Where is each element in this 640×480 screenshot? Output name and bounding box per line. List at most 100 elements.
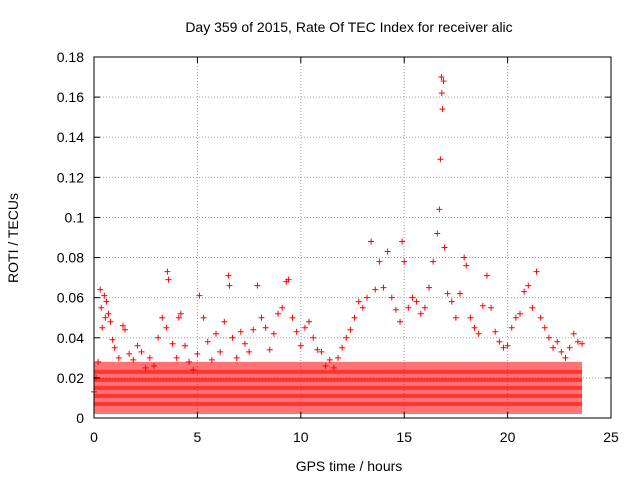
data-point: [169, 340, 176, 347]
data-point: [541, 324, 548, 331]
data-point: [388, 294, 395, 301]
chart-title: Day 359 of 2015, Rate Of TEC Index for r…: [185, 19, 512, 35]
y-tick-label: 0.16: [57, 89, 84, 105]
grid-lines: [94, 57, 611, 418]
data-point: [103, 298, 110, 305]
y-tick-label: 0.12: [57, 169, 84, 185]
data-point: [471, 324, 478, 331]
data-point: [554, 338, 561, 345]
data-point: [99, 324, 106, 331]
data-points: [91, 74, 586, 414]
data-point: [566, 344, 573, 351]
y-tick-label: 0.04: [57, 330, 84, 346]
data-point: [496, 338, 503, 345]
data-point: [467, 314, 474, 321]
data-point: [372, 286, 379, 293]
plot-frame: [93, 56, 612, 419]
data-point: [384, 248, 391, 255]
data-point: [409, 294, 416, 301]
data-point: [463, 262, 470, 269]
data-point: [233, 354, 240, 361]
data-point: [339, 344, 346, 351]
axis-ticks: [93, 56, 612, 419]
data-point: [326, 356, 333, 363]
data-point: [200, 314, 207, 321]
data-point: [289, 314, 296, 321]
y-axis-label: ROTI / TECUs: [5, 193, 21, 283]
data-point: [368, 238, 375, 245]
data-point: [98, 304, 105, 311]
y-tick-label: 0.06: [57, 290, 84, 306]
data-point: [229, 334, 236, 341]
y-tick-label: 0.14: [57, 129, 84, 145]
data-point: [262, 324, 269, 331]
data-point: [504, 342, 511, 349]
data-point: [545, 334, 552, 341]
data-point: [221, 318, 228, 325]
x-tick-label: 20: [500, 429, 516, 445]
data-point: [492, 328, 499, 335]
data-point: [285, 276, 292, 283]
y-tick-label: 0.1: [65, 209, 85, 225]
data-point: [297, 342, 304, 349]
tick-labels: 0 0.02 0.04 0.06 0.08 0.1 0.12 0.14 0.16 0.18 0 5 10…: [57, 49, 619, 445]
data-point: [208, 356, 215, 363]
data-point: [181, 342, 188, 349]
data-point: [241, 340, 248, 347]
data-point: [226, 282, 233, 289]
data-point: [101, 292, 108, 299]
data-point: [380, 284, 387, 291]
data-point: [111, 344, 118, 351]
data-point: [392, 306, 399, 313]
data-point: [107, 318, 114, 325]
data-point: [558, 348, 565, 355]
x-tick-label: 15: [396, 429, 412, 445]
data-point: [475, 330, 482, 337]
y-tick-label: 0: [76, 410, 84, 426]
data-point: [444, 290, 451, 297]
data-point: [461, 254, 468, 261]
data-point: [363, 294, 370, 301]
data-point: [430, 258, 437, 265]
data-point: [457, 290, 464, 297]
data-point: [250, 326, 257, 333]
data-point: [159, 314, 166, 321]
data-point: [413, 298, 420, 305]
data-point: [258, 314, 265, 321]
data-point: [512, 314, 519, 321]
x-axis-label: GPS time / hours: [296, 458, 403, 474]
data-point: [310, 334, 317, 341]
data-point: [293, 328, 300, 335]
data-point: [508, 324, 515, 331]
data-point: [105, 310, 112, 317]
data-point: [579, 340, 586, 347]
data-point: [376, 258, 383, 265]
y-tick-label: 0.02: [57, 370, 84, 386]
data-point: [155, 334, 162, 341]
data-point: [438, 74, 445, 81]
data-point: [306, 318, 313, 325]
data-point: [434, 230, 441, 237]
data-point: [237, 328, 244, 335]
data-point: [335, 354, 342, 361]
data-point: [574, 338, 581, 345]
data-point: [196, 292, 203, 299]
y-tick-label: 0.18: [57, 49, 84, 65]
data-point: [441, 244, 448, 251]
data-point: [275, 310, 282, 317]
data-point: [525, 282, 532, 289]
data-point: [401, 258, 408, 265]
data-point: [165, 276, 172, 283]
data-point: [483, 272, 490, 279]
data-point: [488, 304, 495, 311]
data-point: [122, 326, 129, 333]
data-point: [138, 348, 145, 355]
data-point: [399, 238, 406, 245]
data-point: [164, 268, 171, 275]
data-point: [436, 206, 443, 213]
data-point: [279, 304, 286, 311]
data-point: [479, 302, 486, 309]
data-point: [517, 310, 524, 317]
data-point: [438, 90, 445, 97]
